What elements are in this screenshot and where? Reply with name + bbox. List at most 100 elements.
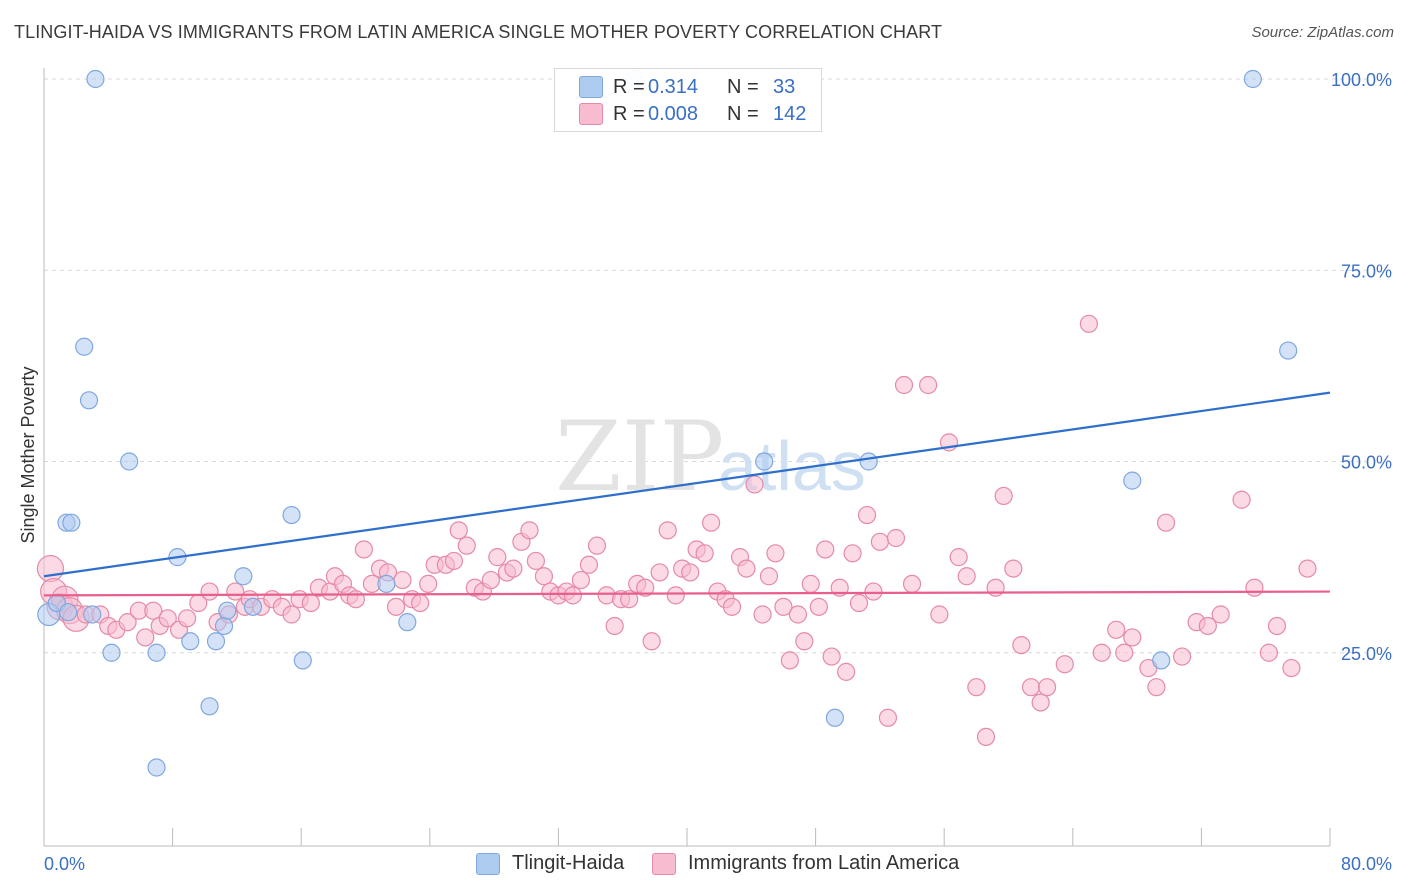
blue-point <box>206 632 226 651</box>
pink-point <box>801 574 820 594</box>
blue-point <box>79 391 99 410</box>
chart-title: TLINGIT-HAIDA VS IMMIGRANTS FROM LATIN A… <box>14 22 943 42</box>
pink-point <box>587 536 607 555</box>
pink-point <box>1055 655 1074 674</box>
n-value: 142 <box>773 102 807 125</box>
blue-point <box>102 643 121 662</box>
blue-point <box>243 597 263 616</box>
pink-trend-line <box>43 590 1331 597</box>
blue-series-points <box>37 69 1298 777</box>
blue-point <box>147 758 166 777</box>
y-tick-label: 75.0% <box>1341 261 1392 281</box>
pink-swatch <box>652 852 676 875</box>
pink-point <box>809 597 828 616</box>
blue-point <box>214 616 234 636</box>
pink-point <box>1282 658 1301 678</box>
pink-point <box>1115 643 1134 662</box>
pink-point <box>1079 314 1098 333</box>
pink-point <box>1004 559 1023 578</box>
trend-lines <box>43 391 1331 597</box>
watermark-zip: ZIP <box>555 401 724 513</box>
pink-point <box>636 578 655 597</box>
pink-point <box>488 548 507 567</box>
pink-point <box>1198 616 1217 636</box>
pink-point <box>136 628 155 647</box>
pink-point <box>1156 513 1176 532</box>
pink-point <box>849 593 869 613</box>
y-tick-label: 100.0% <box>1331 70 1392 90</box>
pink-point <box>902 574 922 594</box>
blue-point <box>398 613 417 632</box>
x-tick-label: 80.0% <box>1341 854 1392 874</box>
pink-point <box>449 521 468 540</box>
pink-point <box>822 647 841 666</box>
blue-point <box>1243 69 1262 89</box>
pink-point <box>886 528 906 548</box>
legend-item-tlingit-haida: Tlingit-Haida <box>476 852 624 875</box>
pink-point <box>386 597 406 616</box>
pink-point <box>118 613 137 632</box>
blue-point <box>120 452 139 471</box>
blue-point <box>1152 651 1171 670</box>
pink-point <box>144 601 163 620</box>
n-label: N = <box>727 75 759 98</box>
r-value: 0.008 <box>648 102 699 125</box>
blue-point <box>234 567 253 586</box>
blue-point <box>59 603 78 622</box>
pink-point <box>666 586 685 605</box>
pink-point <box>563 586 582 605</box>
pink-point <box>780 651 799 670</box>
pink-point <box>816 540 835 559</box>
x-tick-label: 0.0% <box>44 854 85 874</box>
y-tick-label: 25.0% <box>1341 644 1392 664</box>
pink-point <box>526 551 545 571</box>
blue-point <box>181 632 200 651</box>
series-legend: Tlingit-Haida Immigrants from Latin Amer… <box>0 852 1406 878</box>
pink-point <box>994 486 1013 506</box>
gridlines <box>44 78 1366 654</box>
pink-point <box>534 567 554 586</box>
watermark-atlas: atlas <box>718 427 866 505</box>
pink-point <box>504 559 523 578</box>
pink-point <box>702 513 721 532</box>
pink-point <box>919 375 938 395</box>
pink-point <box>930 605 949 624</box>
pink-point <box>894 375 914 395</box>
pink-point <box>520 521 539 540</box>
blue-point <box>200 697 219 716</box>
blue-point <box>859 452 878 471</box>
pink-point <box>354 540 373 559</box>
pink-point <box>1173 647 1192 666</box>
pink-point <box>766 544 785 563</box>
blue-point <box>293 651 312 670</box>
pink-point <box>282 605 301 624</box>
pink-point <box>571 570 591 590</box>
pink-point <box>393 570 412 590</box>
pink-point <box>1267 616 1287 636</box>
source-credit: Source: ZipAtlas.com <box>1251 24 1394 41</box>
blue-point <box>83 605 102 624</box>
legend-label: Tlingit-Haida <box>512 852 625 874</box>
pink-point <box>158 609 177 628</box>
r-label: R = <box>613 102 645 125</box>
pink-point <box>774 597 793 616</box>
pink-point <box>957 567 976 586</box>
pink-point <box>1021 678 1041 697</box>
pink-swatch <box>579 103 603 125</box>
blue-point <box>75 337 94 356</box>
pink-series-points <box>36 314 1317 747</box>
blue-point <box>1279 341 1298 360</box>
pink-point <box>843 544 862 563</box>
legend-label: Immigrants from Latin America <box>688 852 960 874</box>
pink-point <box>1259 643 1279 662</box>
pink-point <box>1092 643 1111 662</box>
pink-point <box>759 567 779 586</box>
pink-point <box>481 570 500 590</box>
blue-point <box>825 708 844 727</box>
pink-point <box>1232 490 1251 509</box>
blue-swatch <box>579 76 603 98</box>
pink-point <box>837 662 856 681</box>
pink-point <box>681 563 700 582</box>
blue-point <box>218 601 237 620</box>
